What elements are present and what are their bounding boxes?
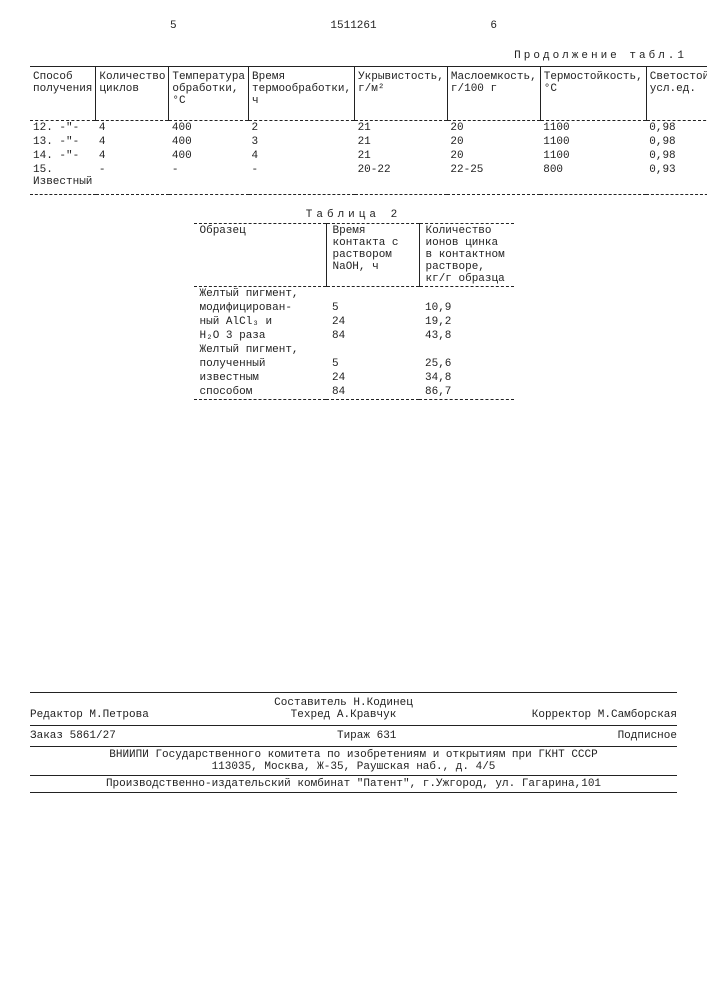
t2-col-0: Образец <box>194 224 327 287</box>
continuation-label: Продолжение табл.1 <box>30 50 687 62</box>
table-row: Желтый пигмент, <box>194 343 514 357</box>
t1-col-6: Термостойкость, °С <box>540 67 646 121</box>
editor-name: М.Петрова <box>89 709 148 721</box>
table-2-title: Таблица 2 <box>30 209 677 221</box>
org1-addr: 113035, Москва, Ж-35, Раушская наб., д. … <box>30 761 677 773</box>
table-row: способом 84 86,7 <box>194 385 514 400</box>
corrector-label: Корректор <box>532 709 591 721</box>
table-row: полученный 5 25,6 <box>194 357 514 371</box>
org2: Производственно-издательский комбинат "П… <box>30 778 677 790</box>
t1-col-1: Количество циклов <box>96 67 169 121</box>
editor-label: Редактор <box>30 709 83 721</box>
document-number: 1511261 <box>330 20 376 32</box>
table-row: Желтый пигмент, <box>194 287 514 302</box>
t2-col-1: Время контакта с раствором NaOH, ч <box>326 224 419 287</box>
tirazh: Тираж 631 <box>337 730 396 742</box>
org1: ВНИИПИ Государственного комитета по изоб… <box>30 749 677 761</box>
tech-label: Техред <box>291 709 331 721</box>
t1-col-7: Светостойкость, усл.ед. <box>646 67 707 121</box>
page-number-left: 5 <box>170 20 177 32</box>
table-1: Способ получения Количество циклов Темпе… <box>30 66 707 195</box>
table-row: 13. -"- 4 400 3 21 20 1100 0,98 - - <box>30 135 707 149</box>
page-number-right: 6 <box>490 20 497 32</box>
corrector-name: М.Самборская <box>598 709 677 721</box>
table-row: ный AlCl₃ и 24 19,2 <box>194 315 514 329</box>
compiler-name: Н.Кодинец <box>353 697 412 709</box>
tech-name: А.Кравчук <box>337 709 396 721</box>
order-number: Заказ 5861/27 <box>30 730 116 742</box>
table-row: известным 24 34,8 <box>194 371 514 385</box>
footer: Редактор М.Петрова Составитель Н.Кодинец… <box>30 692 677 793</box>
table-row: 12. -"- 4 400 2 21 20 1100 0,98 - - <box>30 121 707 136</box>
t2-col-2: Количество ионов цинка в контактном раст… <box>419 224 514 287</box>
table-row: 15. Известный - - - 20-22 22-25 800 0,93… <box>30 163 707 195</box>
table-row: 14. -"- 4 400 4 21 20 1100 0,98 - - <box>30 149 707 163</box>
t1-col-4: Укрывистость, г/м² <box>355 67 448 121</box>
table-row: модифицирован- 5 10,9 <box>194 301 514 315</box>
table-row: H₂O 3 раза 84 43,8 <box>194 329 514 343</box>
t1-col-2: Температура обработки, °С <box>169 67 249 121</box>
subscription: Подписное <box>618 730 677 742</box>
compiler-label: Составитель <box>274 697 347 709</box>
t1-col-3: Время термообработки, ч <box>249 67 355 121</box>
t1-col-5: Маслоемкость, г/100 г <box>447 67 540 121</box>
t1-col-0: Способ получения <box>30 67 96 121</box>
table-2: Образец Время контакта с раствором NaOH,… <box>194 223 514 400</box>
